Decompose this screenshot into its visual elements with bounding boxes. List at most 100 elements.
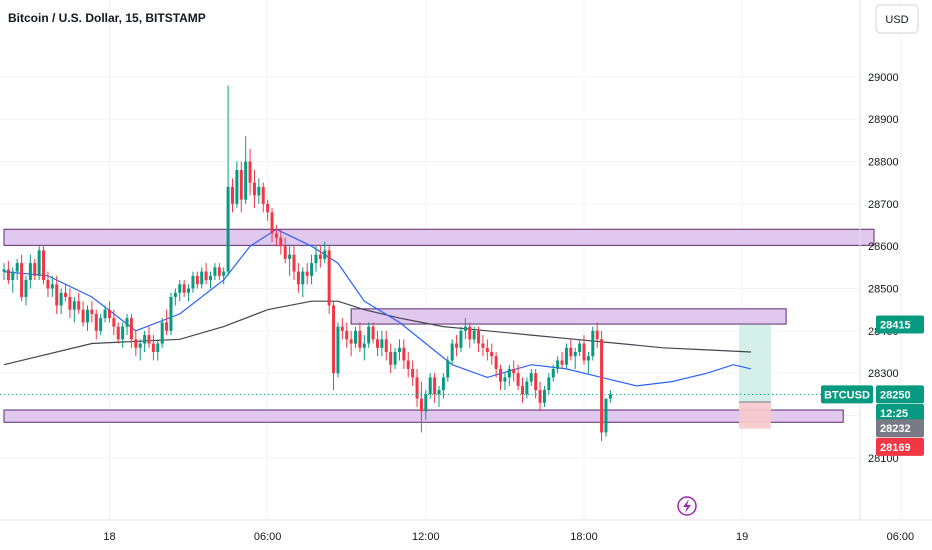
candle (204, 263, 208, 285)
candle-body (380, 339, 384, 348)
currency-button[interactable]: USD (875, 4, 919, 34)
price-label-box (876, 419, 924, 438)
price-tick-label: 28600 (868, 241, 899, 253)
candle (107, 301, 111, 323)
candle (459, 326, 463, 353)
candle (274, 225, 278, 247)
candle-body (314, 254, 318, 264)
candle-body (296, 271, 300, 285)
candle-body (318, 254, 322, 259)
candle-body (6, 269, 10, 281)
candle-body (103, 309, 107, 319)
candle-body (595, 330, 599, 340)
time-tick-label: 12:00 (412, 531, 440, 543)
candle (415, 368, 419, 408)
price-label-box (876, 385, 924, 404)
candle-body (529, 373, 533, 382)
candle (520, 377, 524, 403)
candle-body (358, 330, 362, 348)
lightning-icon[interactable] (677, 496, 697, 516)
candle-body (165, 322, 169, 331)
candle (468, 322, 472, 348)
candle (419, 381, 423, 433)
price-label-text: 28415 (880, 319, 911, 331)
symbol-tag-box (821, 385, 873, 404)
time-tick-label: 19 (736, 531, 748, 543)
candle (305, 263, 309, 285)
candle-body (85, 309, 89, 323)
time-tick-label: 18 (103, 531, 115, 543)
candle-body (270, 212, 274, 234)
candle-body (608, 394, 612, 399)
time-axis[interactable]: 18 06:00 12:00 18:00 19 06:00 (103, 531, 914, 543)
candle-body (327, 250, 331, 306)
candle-body (455, 343, 459, 348)
candle (499, 364, 503, 391)
currency-label: USD (885, 14, 908, 26)
candle (11, 267, 15, 293)
candle-body (367, 326, 371, 344)
candle-body (244, 161, 248, 200)
candle-body (450, 343, 454, 361)
candle (406, 352, 410, 378)
candle-body (138, 343, 142, 348)
candle-body (94, 313, 98, 331)
candle (371, 322, 375, 344)
candle (564, 343, 568, 369)
loss-zone (739, 401, 771, 429)
candle (402, 339, 406, 369)
candle (455, 335, 459, 357)
candle (42, 246, 46, 285)
candle-body (239, 169, 243, 200)
candle-body (99, 318, 103, 331)
candle (314, 246, 318, 272)
zone-rect (350, 308, 787, 325)
candle-body (525, 381, 529, 395)
candle (20, 254, 24, 302)
candle-body (604, 398, 608, 433)
candle (173, 288, 177, 306)
candle-body (534, 373, 538, 391)
candle (112, 309, 116, 336)
candle-body (349, 339, 353, 344)
candle (332, 301, 336, 391)
candle (283, 237, 287, 264)
candle-body (468, 326, 472, 340)
candle (591, 326, 595, 361)
candle (77, 292, 81, 314)
candle-body (173, 292, 177, 297)
candle-body (2, 269, 6, 272)
candle-body (222, 271, 226, 276)
candle-body (507, 368, 511, 378)
candle (586, 352, 590, 374)
candle-body (72, 301, 76, 310)
candle-body (463, 326, 467, 331)
candle (226, 85, 230, 276)
long-position-tool[interactable] (739, 324, 771, 429)
price-label-box (876, 403, 924, 422)
candle-body (274, 233, 278, 238)
candle (33, 258, 37, 281)
candle-body (485, 347, 489, 353)
candle (103, 305, 107, 323)
candle (411, 360, 415, 386)
candle (292, 246, 296, 281)
candle (125, 313, 129, 336)
candle (209, 271, 213, 289)
candle (428, 373, 432, 399)
candle (569, 339, 573, 361)
candle (547, 373, 551, 395)
price-label-text: 12:25 (880, 408, 908, 420)
candle-body (437, 390, 441, 395)
candle (147, 326, 151, 348)
symbol-tag-text: BTCUSD (824, 389, 870, 401)
candle-body (37, 250, 41, 276)
candle (362, 335, 366, 361)
candle (187, 284, 191, 302)
candle-body (160, 322, 164, 344)
candle (64, 284, 68, 302)
candle (165, 309, 169, 336)
candles (2, 85, 612, 441)
candle (143, 330, 147, 353)
